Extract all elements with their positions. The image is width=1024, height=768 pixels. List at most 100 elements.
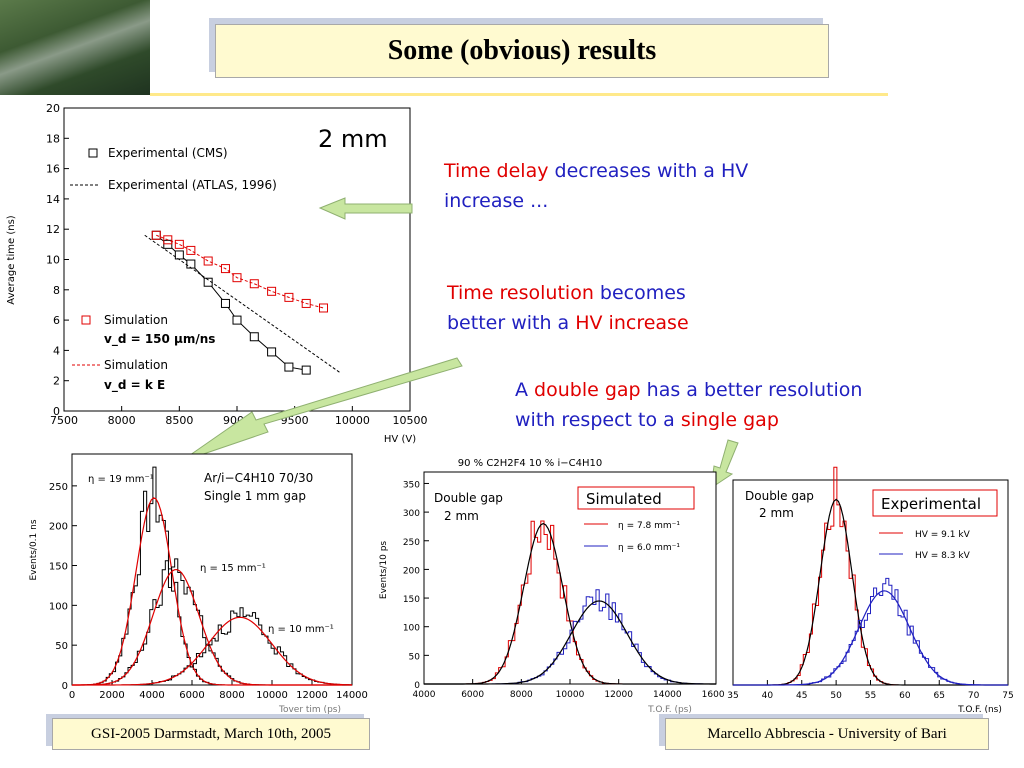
x-tick-label: 65 <box>934 691 945 701</box>
y-tick-label: 6 <box>53 314 60 327</box>
legend-sim2-vd: v_d = k E <box>104 378 165 393</box>
cms-point <box>267 347 277 357</box>
gas-label: Ar/i−C4H10 70/30 <box>204 471 313 485</box>
legend-hv83: HV = 8.3 kV <box>915 551 971 561</box>
x-tick-label: 50 <box>830 691 842 701</box>
x-tick-label: 10000 <box>556 690 585 700</box>
y-tick-label: 350 <box>403 480 420 490</box>
legend-sim1-vd: v_d = 150 μm/ns <box>104 332 215 347</box>
y-tick-label: 100 <box>49 601 68 612</box>
y-tick-label: 200 <box>403 566 420 576</box>
x-tick-label: 2000 <box>99 690 124 701</box>
x-tick-label: 55 <box>865 691 876 701</box>
chart-average-time: 7500 8000 8500 9000 9500 10000 10500 0 2 4 6 8 10 12 1… <box>6 102 428 445</box>
x-tick-label: 35 <box>727 691 738 701</box>
legend-sim2: Simulation <box>104 358 168 372</box>
y-axis-label: Average time (ns) <box>6 215 17 304</box>
chart-experimental: 35 40 45 50 55 60 65 70 75 T.O.F. (ns) Double ga… <box>727 466 1014 715</box>
note-time-delay: Time delay decreases with a HV increase … <box>444 156 748 216</box>
y-tick-label: 50 <box>409 652 421 662</box>
note-red-text: double gap <box>534 379 641 401</box>
cms-point <box>284 362 294 372</box>
y-tick-label: 0 <box>414 681 420 691</box>
x-tick-label: 8000 <box>510 690 533 700</box>
sim-point <box>284 292 294 302</box>
cms-point <box>186 259 196 269</box>
legend-cms: Experimental (CMS) <box>108 146 228 160</box>
note-red-text: single gap <box>680 409 779 431</box>
fit-curve <box>424 600 717 685</box>
title-box: Some (obvious) results <box>215 24 829 78</box>
sim-point <box>203 256 213 266</box>
x-tick-label: 0 <box>69 690 75 701</box>
y-tick-label: 18 <box>46 132 60 145</box>
note-time-resolution: Time resolution becomes better with a HV… <box>447 278 689 338</box>
y-tick-label: 10 <box>46 254 60 267</box>
x-tick-label: 12000 <box>604 690 633 700</box>
sim-point <box>174 239 184 249</box>
footer-conference: GSI-2005 Darmstadt, March 10th, 2005 <box>52 718 370 750</box>
x-axis-label: T.O.F. (ns) <box>957 705 1002 715</box>
x-tick-label: 10000 <box>335 414 370 427</box>
cms-point <box>301 365 311 375</box>
note-blue-text: becomes <box>593 282 686 304</box>
x-tick-label: 7500 <box>50 414 78 427</box>
legend-marker-sim1 <box>81 315 91 325</box>
experimental-box <box>872 489 998 517</box>
fit-curve <box>71 569 352 686</box>
double-gap-label: Double gap <box>745 489 814 503</box>
fit-curve <box>71 616 353 686</box>
sim-point <box>163 235 173 245</box>
y-tick-label: 0 <box>62 681 68 692</box>
note-blue-text: better with a <box>447 312 576 334</box>
x-tick-label: 75 <box>1002 691 1013 701</box>
legend-marker-cms <box>88 148 98 158</box>
y-tick-label: 250 <box>49 482 68 493</box>
x-axis-label: T.O.F. (ps) <box>647 705 692 715</box>
y-tick-label: 12 <box>46 223 60 236</box>
x-axis-label: HV (V) <box>384 434 416 445</box>
x-tick-label: 6000 <box>461 690 484 700</box>
gap-size-label: 2 mm <box>444 509 479 523</box>
note-red-text: Time delay <box>444 160 549 182</box>
y-tick-label: 4 <box>53 344 60 357</box>
x-tick-label: 12000 <box>296 690 328 701</box>
cms-point <box>249 332 259 342</box>
x-tick-label: 60 <box>899 691 911 701</box>
series-sim-line <box>156 234 324 309</box>
slide-title: Some (obvious) results <box>387 35 657 66</box>
cms-point <box>163 239 173 249</box>
chart-single-gap: 0 2000 4000 6000 8000 10000 12000 14000 0 50 100 15… <box>29 453 368 715</box>
footer-conference-text: GSI-2005 Darmstadt, March 10th, 2005 <box>91 725 331 742</box>
sim-point <box>186 245 196 255</box>
y-tick-label: 150 <box>403 595 420 605</box>
simulated-label: Simulated <box>586 490 662 508</box>
x-tick-label: 10000 <box>256 690 288 701</box>
note-blue-text: has a better resolution <box>640 379 863 401</box>
y-axis-label: Events/0.1 ns <box>29 519 39 580</box>
x-tick-label: 9000 <box>223 414 251 427</box>
y-tick-label: 150 <box>49 562 68 573</box>
x-tick-label: 40 <box>762 691 774 701</box>
y-tick-label: 0 <box>53 405 60 418</box>
x-tick-label: 10500 <box>393 414 428 427</box>
x-tick-label: 8500 <box>165 414 193 427</box>
y-tick-label: 200 <box>49 522 68 533</box>
footer-author: Marcello Abbrescia - University of Bari <box>665 718 989 750</box>
x-tick-label: 9500 <box>281 414 309 427</box>
y-tick-label: 50 <box>55 641 68 652</box>
y-tick-label: 300 <box>403 509 420 519</box>
gsi-campus-photo <box>0 0 150 95</box>
note-double-gap: A double gap has a better resolution wit… <box>515 375 862 435</box>
x-tick-label: 70 <box>968 691 980 701</box>
y-axis-label: Events/10 ps <box>379 541 389 600</box>
gas-mixture-title: 90 % C2H2F4 10 % i−C4H10 <box>458 458 602 469</box>
x-tick-label: 6000 <box>179 690 204 701</box>
fit-curve <box>733 590 1009 686</box>
y-tick-label: 16 <box>46 163 60 176</box>
note-red-text: HV increase <box>575 312 689 334</box>
eta15-label: η = 15 mm⁻¹ <box>200 563 266 574</box>
y-tick-label: 14 <box>46 193 60 206</box>
y-tick-label: 250 <box>403 538 420 548</box>
x-tick-label: 14000 <box>653 690 682 700</box>
